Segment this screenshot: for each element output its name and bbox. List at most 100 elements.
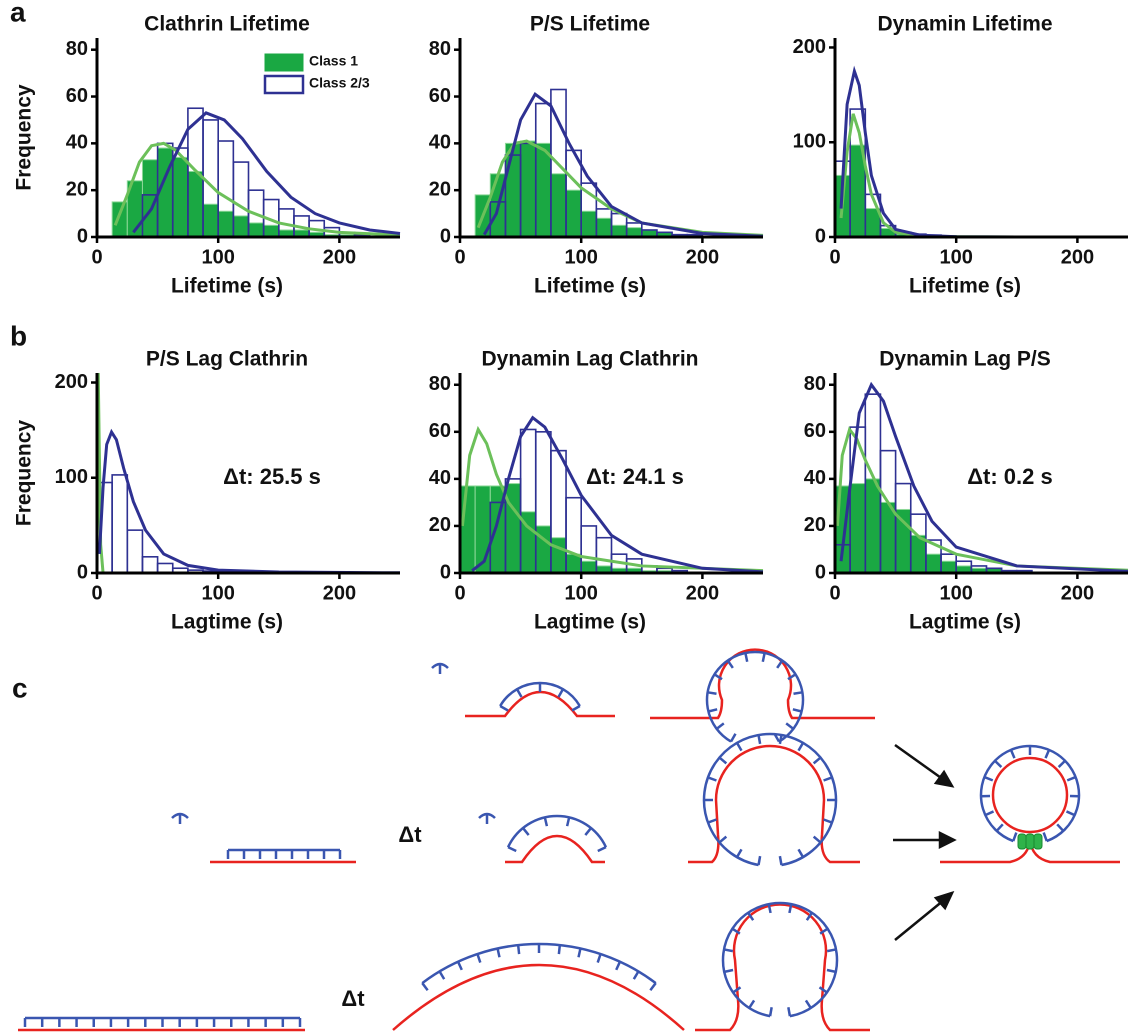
diagram-membranes xyxy=(18,648,1120,1032)
bar xyxy=(504,142,522,238)
coat-adaptor xyxy=(584,827,592,836)
bar xyxy=(232,215,250,238)
coat xyxy=(705,650,805,743)
arrow-head xyxy=(933,890,955,911)
x-tick-label: 0 xyxy=(454,246,465,268)
coat xyxy=(979,744,1081,843)
arrow-head xyxy=(938,830,957,850)
coat xyxy=(499,681,581,712)
x-tick-label: 0 xyxy=(454,582,465,604)
coat-adaptor xyxy=(776,659,784,669)
coat-adaptor xyxy=(456,961,463,971)
coat-adaptor xyxy=(983,775,994,782)
bar xyxy=(111,201,128,238)
coat-adaptor xyxy=(818,986,828,994)
coat-adaptor xyxy=(748,999,756,1009)
chart-title: Dynamin Lag Clathrin xyxy=(481,348,698,371)
coat xyxy=(421,942,657,992)
bar xyxy=(550,537,567,574)
membrane xyxy=(392,963,685,1031)
coat-lattice xyxy=(702,732,838,867)
coat-adaptor xyxy=(713,673,723,681)
bar xyxy=(263,224,280,238)
coat-adaptor xyxy=(1056,823,1065,832)
coat-adaptor xyxy=(747,912,755,921)
y-tick-label: 40 xyxy=(429,467,451,489)
x-tick-label: 0 xyxy=(829,246,840,268)
x-axis-label: Lagtime (s) xyxy=(534,611,646,634)
coat-adaptor xyxy=(421,982,429,992)
y-tick-label: 100 xyxy=(55,466,88,488)
coat-adaptor xyxy=(522,827,530,836)
y-tick-label: 60 xyxy=(429,420,451,442)
x-axis-label: Lagtime (s) xyxy=(171,611,283,634)
bar xyxy=(940,560,957,574)
membrane xyxy=(650,648,875,720)
coat-adaptor xyxy=(778,734,783,745)
histogram-panel: P/S Lag Clathrin 0 100 200 0 100 200 Lagtime (s… xyxy=(13,348,401,634)
y-tick-label: 0 xyxy=(440,561,451,583)
bar xyxy=(611,224,628,238)
y-tick-label: 60 xyxy=(66,85,88,107)
triskelion xyxy=(171,812,189,824)
vesicle xyxy=(991,756,1069,834)
coat-adaptor xyxy=(708,708,718,713)
y-tick-label: 40 xyxy=(429,132,451,154)
dynamin xyxy=(1025,833,1035,850)
coat xyxy=(23,1016,302,1027)
coat-adaptor xyxy=(995,823,1004,832)
fit-curve xyxy=(113,141,401,237)
y-tick-label: 60 xyxy=(429,85,451,107)
histogram-panel: Dynamin Lag Clathrin 0 20 40 60 80 0 100 200 Lagt… xyxy=(429,348,764,634)
coat-adaptor xyxy=(812,756,822,765)
bar xyxy=(459,485,476,574)
bar xyxy=(580,560,597,574)
y-tick-label: 200 xyxy=(793,36,826,58)
coat-adaptor xyxy=(723,948,734,953)
chart-title: Dynamin Lag P/S xyxy=(879,348,1051,371)
coat-adaptor xyxy=(597,846,607,853)
coat-adaptor xyxy=(718,756,728,765)
legend-label: Class 1 xyxy=(309,53,358,69)
coat-adaptor xyxy=(797,742,805,752)
y-tick-label: 20 xyxy=(429,514,451,536)
bar xyxy=(187,170,204,238)
arrow-head xyxy=(933,769,955,788)
coat-adaptor xyxy=(1009,749,1016,759)
membrane xyxy=(695,903,870,1032)
coat xyxy=(702,732,838,867)
coat-adaptor xyxy=(632,970,640,980)
bar xyxy=(864,478,881,574)
y-tick-label: 80 xyxy=(804,373,826,395)
y-tick-label: 20 xyxy=(429,178,451,200)
coat-adaptor xyxy=(768,1007,773,1017)
coat-adaptor xyxy=(726,659,734,669)
coat-adaptor xyxy=(805,912,813,921)
x-tick-label: 0 xyxy=(91,246,102,268)
coat-adaptor xyxy=(757,855,762,866)
coat-lattice xyxy=(506,814,608,848)
coat xyxy=(506,814,608,853)
coat xyxy=(226,848,342,859)
annotation: Δt: 24.1 s xyxy=(586,464,684,489)
x-tick-label: 200 xyxy=(323,582,356,604)
coat-adaptor xyxy=(744,652,749,663)
bar xyxy=(849,483,866,574)
y-tick-label: 0 xyxy=(440,225,451,247)
bar xyxy=(595,217,612,238)
histogram-panel: Clathrin Lifetime 0 20 40 60 80 0 100 200 Lifetim… xyxy=(13,13,401,298)
coat-adaptor xyxy=(767,903,772,914)
coat-adaptor xyxy=(496,948,501,958)
y-tick-label: 200 xyxy=(55,371,88,393)
bar xyxy=(126,529,144,574)
coat-adaptor xyxy=(707,818,717,824)
coat-adaptor xyxy=(1012,832,1018,842)
fit-curve xyxy=(835,426,1128,572)
coat-adaptor xyxy=(826,968,837,974)
arrow xyxy=(894,899,945,941)
coat-adaptor xyxy=(707,776,717,782)
x-axis-label: Lifetime (s) xyxy=(909,275,1021,298)
x-tick-label: 100 xyxy=(565,246,598,268)
fit-curve xyxy=(839,65,1128,239)
